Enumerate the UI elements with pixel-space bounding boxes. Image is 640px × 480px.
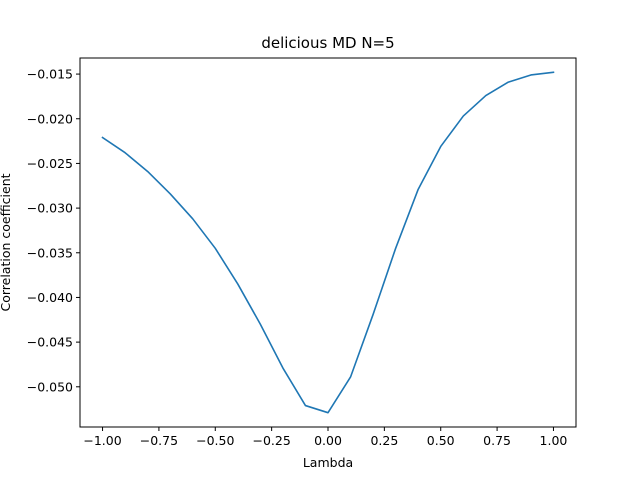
y-tick-label: −0.015	[27, 67, 73, 82]
x-tick-label: −0.25	[252, 433, 290, 448]
x-tick-label: 0.25	[370, 433, 398, 448]
x-tick-label: 0.50	[427, 433, 455, 448]
chart-title: delicious MD N=5	[261, 34, 394, 52]
x-tick-label: 0.00	[314, 433, 342, 448]
y-tick-label: −0.035	[27, 245, 73, 260]
x-tick-label: −0.75	[140, 433, 178, 448]
x-tick-label: −1.00	[83, 433, 121, 448]
y-tick-label: −0.030	[27, 201, 73, 216]
y-axis-label: Correlation coefficient	[0, 173, 13, 311]
y-tick-label: −0.040	[27, 290, 73, 305]
x-tick-label: 1.00	[540, 433, 568, 448]
x-axis-label: Lambda	[303, 455, 353, 470]
x-axis: −1.00 −0.75 −0.50 −0.25 0.00 0.25 0.50 0.75 1.00	[83, 427, 567, 448]
x-tick-label: 0.75	[483, 433, 511, 448]
y-axis: −0.050 −0.045 −0.040 −0.035 −0.030 −0.025 −0.0…	[27, 67, 80, 394]
y-tick-label: −0.050	[27, 379, 73, 394]
y-tick-label: −0.045	[27, 335, 73, 350]
plot-area	[101, 71, 555, 414]
x-tick-label: −0.50	[196, 433, 234, 448]
y-tick-label: −0.025	[27, 156, 73, 171]
y-tick-label: −0.020	[27, 111, 73, 126]
series-line	[101, 71, 555, 414]
